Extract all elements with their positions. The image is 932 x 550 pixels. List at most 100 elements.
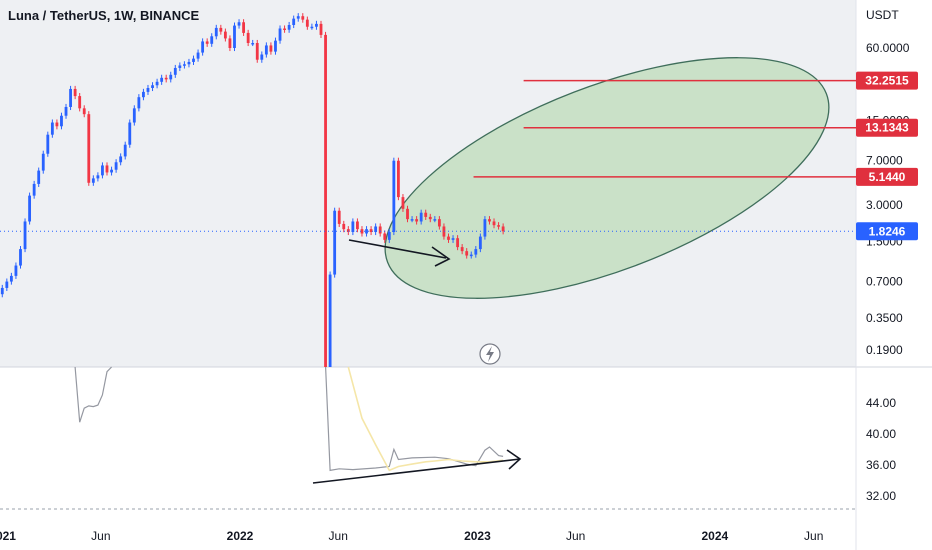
candle[interactable] xyxy=(123,141,127,160)
candle[interactable] xyxy=(346,226,350,236)
candle[interactable] xyxy=(264,42,268,58)
candle[interactable] xyxy=(488,216,491,225)
candle[interactable] xyxy=(401,194,405,212)
candle[interactable] xyxy=(296,13,300,22)
candle[interactable] xyxy=(187,58,191,68)
candle[interactable] xyxy=(356,218,359,233)
candle[interactable] xyxy=(478,233,482,253)
rsi-axis[interactable]: 44.00 40.00 36.00 32.00 xyxy=(866,396,896,503)
candle[interactable] xyxy=(305,16,309,30)
price-divergence-arrow[interactable] xyxy=(348,239,451,267)
candle[interactable] xyxy=(315,20,318,30)
candle[interactable] xyxy=(91,175,95,186)
candle[interactable] xyxy=(96,172,100,182)
candle[interactable] xyxy=(32,180,36,199)
candle[interactable] xyxy=(69,85,72,111)
candle[interactable] xyxy=(37,167,41,187)
candle[interactable] xyxy=(260,51,264,63)
candle[interactable] xyxy=(19,246,22,269)
candle[interactable] xyxy=(283,25,286,33)
candle[interactable] xyxy=(410,216,414,223)
candle[interactable] xyxy=(55,119,59,130)
candle[interactable] xyxy=(428,213,432,223)
candle[interactable] xyxy=(214,24,218,40)
candle[interactable] xyxy=(278,25,282,44)
candle[interactable] xyxy=(46,131,50,157)
candle[interactable] xyxy=(365,226,368,237)
candle[interactable] xyxy=(333,207,337,278)
candle[interactable] xyxy=(205,38,209,47)
candle[interactable] xyxy=(369,226,373,236)
candle[interactable] xyxy=(164,74,168,83)
time-axis[interactable]: 2021 Jun 2022 Jun 2023 Jun 2024 Jun xyxy=(0,529,823,543)
candle[interactable] xyxy=(469,251,473,259)
candle[interactable] xyxy=(456,235,460,251)
candle[interactable] xyxy=(342,220,346,233)
candle[interactable] xyxy=(169,71,173,83)
candle[interactable] xyxy=(128,119,132,148)
candle[interactable] xyxy=(41,150,45,174)
candle[interactable] xyxy=(228,35,232,52)
candle[interactable] xyxy=(60,112,63,130)
candle[interactable] xyxy=(419,209,423,225)
candle[interactable] xyxy=(137,94,141,112)
candle[interactable] xyxy=(155,78,159,89)
candle[interactable] xyxy=(287,21,291,33)
candle[interactable] xyxy=(406,205,409,223)
candle[interactable] xyxy=(447,233,450,243)
candle[interactable] xyxy=(101,162,104,179)
candle[interactable] xyxy=(269,42,273,55)
candle[interactable] xyxy=(0,284,4,298)
candle[interactable] xyxy=(219,24,223,35)
candle[interactable] xyxy=(178,62,182,72)
candle[interactable] xyxy=(251,39,255,47)
candle[interactable] xyxy=(14,262,18,279)
candle[interactable] xyxy=(210,33,214,47)
candle[interactable] xyxy=(437,216,441,230)
candle[interactable] xyxy=(160,74,164,85)
candle[interactable] xyxy=(433,216,437,223)
target-zone-ellipse[interactable] xyxy=(355,8,860,348)
candle[interactable] xyxy=(142,88,145,101)
candle[interactable] xyxy=(301,13,305,23)
candle[interactable] xyxy=(182,61,186,69)
candle[interactable] xyxy=(246,29,250,47)
candle[interactable] xyxy=(5,278,9,291)
candle[interactable] xyxy=(451,235,455,243)
candle[interactable] xyxy=(28,192,32,225)
candle[interactable] xyxy=(114,159,118,173)
candle[interactable] xyxy=(23,218,27,253)
candle[interactable] xyxy=(233,22,236,52)
candle[interactable] xyxy=(319,20,323,38)
candle[interactable] xyxy=(424,209,428,220)
candle[interactable] xyxy=(497,222,500,230)
candle[interactable] xyxy=(383,230,387,243)
candle[interactable] xyxy=(105,162,109,176)
candle[interactable] xyxy=(442,223,446,240)
candle[interactable] xyxy=(460,244,464,255)
candle[interactable] xyxy=(223,28,227,42)
candle[interactable] xyxy=(310,23,314,30)
candle[interactable] xyxy=(151,82,154,92)
candle[interactable] xyxy=(78,93,82,112)
candle[interactable] xyxy=(173,64,177,78)
candle[interactable] xyxy=(64,103,68,119)
candle[interactable] xyxy=(119,153,123,166)
candle[interactable] xyxy=(242,19,246,36)
candle[interactable] xyxy=(201,38,205,56)
candle[interactable] xyxy=(360,226,364,237)
candle[interactable] xyxy=(396,157,400,201)
lightning-icon[interactable] xyxy=(479,343,501,365)
candle[interactable] xyxy=(474,246,478,258)
candle[interactable] xyxy=(351,218,355,236)
candle[interactable] xyxy=(110,166,113,176)
candle[interactable] xyxy=(378,223,382,237)
candle[interactable] xyxy=(255,39,259,63)
candle[interactable] xyxy=(9,272,13,285)
candle[interactable] xyxy=(324,31,327,368)
candle[interactable] xyxy=(328,271,332,367)
candle[interactable] xyxy=(192,55,195,66)
candle[interactable] xyxy=(465,248,469,259)
